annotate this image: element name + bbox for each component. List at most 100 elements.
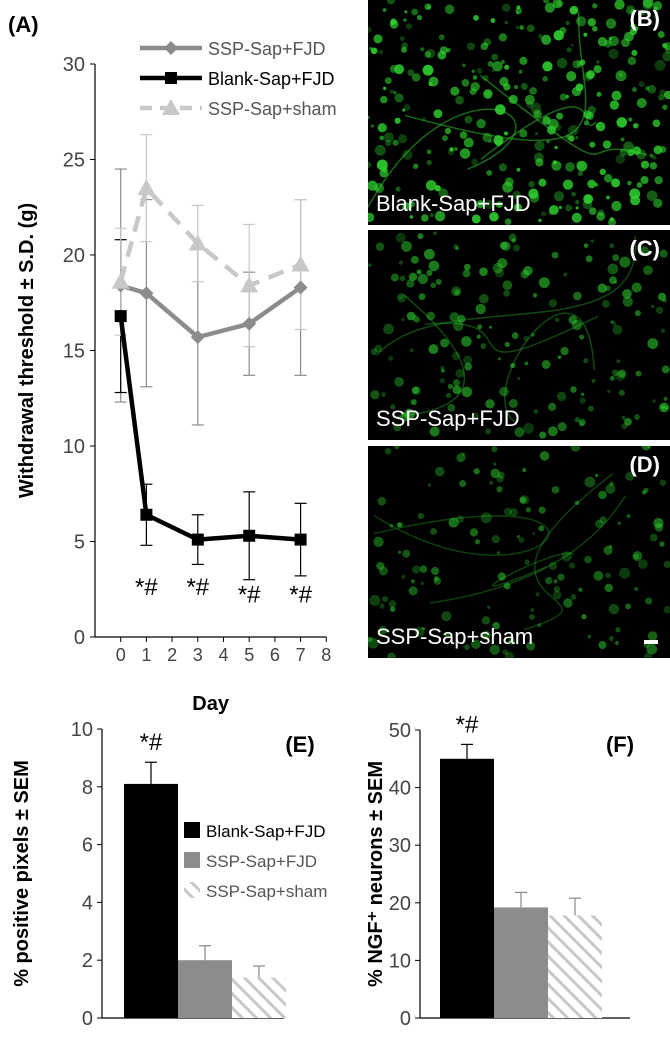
- fluorescent-cell: [559, 93, 567, 101]
- fluorescent-cell: [490, 468, 500, 479]
- fluorescent-cell: [610, 320, 614, 324]
- fluorescent-cell: [400, 412, 410, 422]
- fluorescent-cell: [517, 377, 521, 381]
- fluorescent-cell: [439, 378, 446, 384]
- fluorescent-cell: [646, 190, 658, 202]
- fluorescent-cell: [410, 255, 419, 264]
- fluorescent-cell: [471, 639, 481, 649]
- fluorescent-cell: [652, 119, 661, 128]
- fluorescent-cell: [515, 25, 520, 30]
- x-tick-label: 2: [167, 645, 177, 665]
- fluorescent-cell: [558, 205, 562, 210]
- fluorescent-cell: [373, 34, 383, 44]
- y-tick-label: 8: [82, 777, 93, 799]
- fluorescent-cell: [488, 325, 492, 329]
- fluorescent-cell: [374, 344, 383, 353]
- y-axis-title: % NGF⁺ neurons ± SEM: [365, 761, 387, 987]
- fluorescent-cell: [484, 199, 495, 210]
- fluorescent-cell: [626, 514, 631, 519]
- fluorescent-cell: [518, 69, 523, 74]
- fluorescent-cell: [653, 14, 659, 19]
- fluorescent-cell: [401, 46, 408, 53]
- fluorescent-cell: [429, 426, 440, 437]
- fluorescent-cell: [402, 202, 411, 211]
- fluorescent-cell: [624, 418, 632, 426]
- fluorescent-cell: [651, 304, 655, 308]
- fluorescent-cell: [612, 254, 620, 262]
- fluorescent-cell: [568, 562, 576, 569]
- fluorescent-cell: [480, 512, 492, 524]
- fluorescent-cell: [561, 551, 572, 562]
- fluorescent-cell: [487, 60, 494, 67]
- fluorescent-cell: [632, 146, 641, 155]
- fluorescent-cell: [377, 123, 387, 133]
- fluorescent-cell: [374, 183, 385, 193]
- fluorescent-cell: [389, 404, 396, 410]
- x-tick-label: 7: [296, 645, 306, 665]
- fluorescent-cell: [368, 637, 379, 649]
- fluorescent-cell: [563, 598, 573, 608]
- fluorescent-cell: [538, 178, 547, 187]
- fluorescent-cell: [386, 0, 395, 5]
- fluorescent-cell: [597, 36, 608, 47]
- fluorescent-cell: [617, 369, 627, 378]
- fluorescent-cell: [643, 652, 652, 658]
- fluorescent-cell: [508, 637, 515, 645]
- fluorescent-cell: [611, 369, 619, 377]
- fluorescent-cell: [393, 90, 397, 95]
- fluorescent-cell: [429, 213, 434, 218]
- fluorescent-cell: [444, 127, 452, 135]
- data-point-diamond: [139, 286, 154, 301]
- fluorescent-cell: [500, 59, 505, 65]
- fluorescent-cell: [524, 94, 535, 105]
- y-tick-label: 40: [389, 778, 411, 800]
- fluorescent-cell: [426, 311, 436, 321]
- series-line-triangle: [118, 185, 302, 288]
- fluorescent-cell: [511, 238, 516, 243]
- fluorescent-cell: [629, 188, 641, 200]
- tissue-fiber: [376, 235, 636, 356]
- data-point-square: [191, 533, 204, 546]
- y-tick-label: 2: [82, 950, 93, 972]
- fluorescent-cell: [549, 205, 559, 215]
- fluorescent-cell: [474, 539, 481, 545]
- fluorescent-cell: [485, 399, 495, 409]
- fluorescent-cell: [535, 592, 540, 597]
- fluorescent-cell: [598, 490, 607, 500]
- y-axis-title: % positive pixels ± SEM: [11, 760, 33, 987]
- fluorescent-cell: [542, 61, 553, 72]
- bar-ssp-sap-fjd: [494, 907, 548, 1018]
- fluorescent-cell: [649, 153, 654, 158]
- fluorescent-cell: [426, 269, 433, 277]
- fluorescent-cell: [444, 4, 455, 15]
- fluorescent-cell: [569, 5, 579, 15]
- fluorescent-cell: [433, 231, 437, 236]
- fluorescent-cell: [461, 386, 473, 398]
- fluorescent-cell: [529, 613, 535, 620]
- fluorescent-cell: [480, 42, 489, 51]
- fluorescent-cell: [394, 93, 404, 103]
- micrograph-panel-b: (B) Blank-Sap+FJD: [368, 0, 670, 225]
- fluorescent-cell: [603, 173, 613, 183]
- fluorescent-cell: [462, 269, 471, 278]
- panel-label-b: (B): [629, 6, 660, 31]
- fluorescent-cell: [631, 282, 642, 293]
- fluorescent-cell: [587, 634, 592, 639]
- fluorescent-cell: [575, 136, 579, 140]
- fluorescent-cell: [664, 406, 669, 410]
- fluorescent-cell: [479, 267, 488, 277]
- fluorescent-cell: [463, 355, 473, 365]
- x-tick-label: 1: [141, 645, 151, 665]
- fluorescent-cell: [568, 315, 578, 325]
- series-line-square: [118, 315, 301, 542]
- fluorescent-cell: [459, 131, 468, 139]
- fluorescent-cell: [535, 158, 544, 167]
- fluorescent-cell: [608, 544, 613, 549]
- fluorescent-cell: [368, 26, 372, 33]
- y-tick-label: 6: [82, 835, 93, 857]
- fluorescent-cell: [421, 214, 429, 222]
- fluorescent-cell: [514, 427, 525, 438]
- y-tick-label: 30: [63, 54, 85, 76]
- fluorescent-cell: [534, 152, 544, 163]
- fluorescent-cell: [379, 566, 389, 576]
